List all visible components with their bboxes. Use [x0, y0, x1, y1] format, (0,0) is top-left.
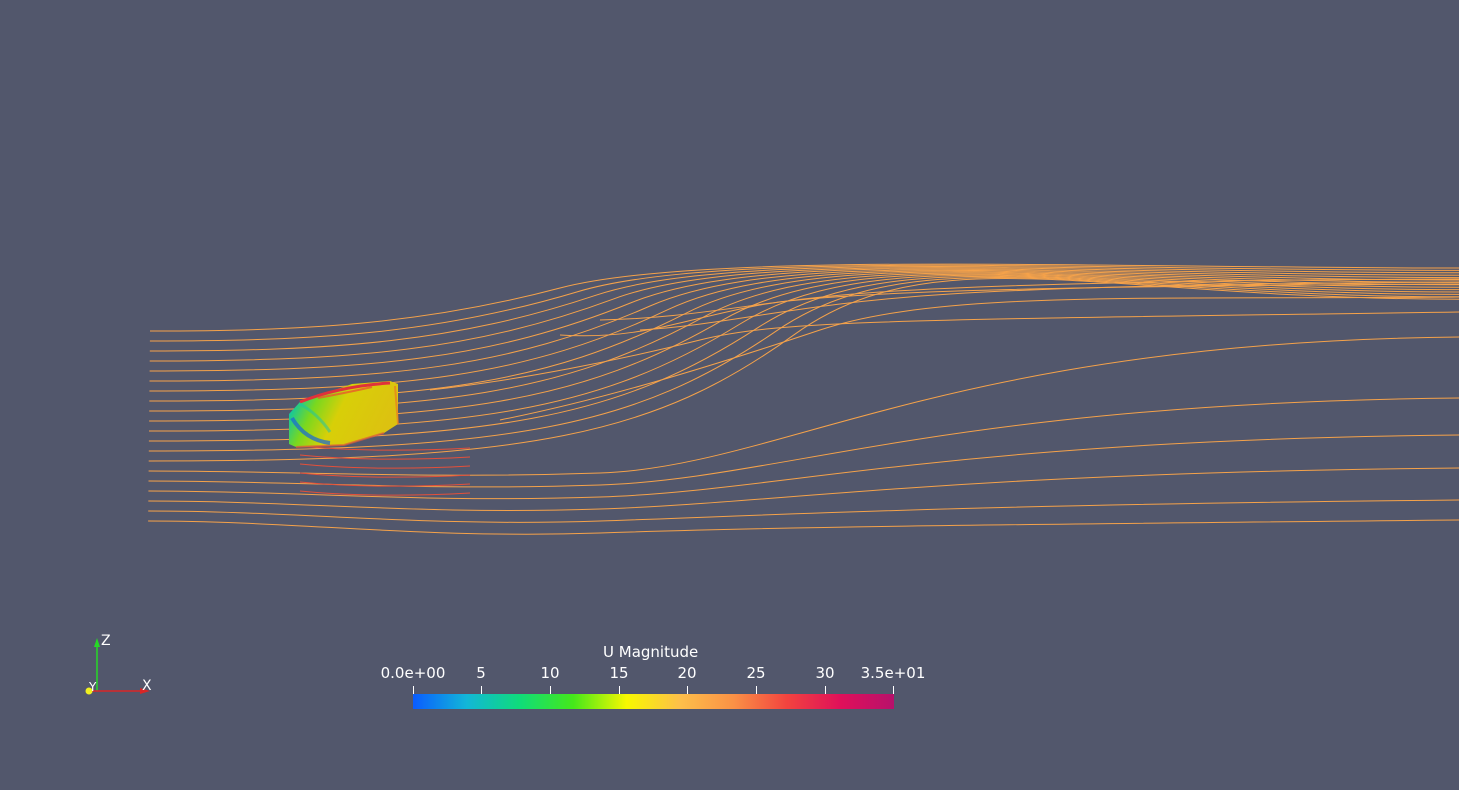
legend-tick-mark [481, 686, 482, 695]
x-axis-label: X [142, 678, 152, 694]
streamline [299, 472, 471, 478]
streamline [149, 265, 1459, 352]
legend-tick-label: 15 [609, 664, 629, 682]
y-axis-label: Y [89, 680, 97, 694]
streamline [639, 281, 1459, 331]
streamline [149, 268, 1459, 372]
legend-tick-mark [893, 686, 894, 695]
streamline [148, 276, 1459, 452]
legend-tick-mark [687, 686, 688, 695]
streamlines [148, 263, 1459, 535]
legend-tick-label: 30 [815, 664, 835, 682]
streamline [148, 467, 1459, 511]
streamline [149, 269, 1459, 382]
legend-tick-label: 3.5e+01 [860, 664, 926, 682]
legend-title: U Magnitude [603, 643, 699, 661]
streamline [299, 490, 471, 496]
legend-tick-mark [550, 686, 551, 695]
legend-tick-label: 0.0e+00 [380, 664, 446, 682]
streamline [149, 263, 1459, 332]
streamline [299, 463, 471, 469]
legend-tick-mark [756, 686, 757, 695]
streamline [299, 481, 471, 487]
z-axis-label: Z [101, 633, 111, 649]
streamline [299, 445, 471, 451]
streamline [429, 311, 1459, 391]
legend-tick-label: 10 [540, 664, 560, 682]
legend-tick-mark [413, 686, 414, 695]
colorbar-gradient [413, 694, 894, 709]
streamline [148, 274, 1459, 432]
streamline [599, 278, 1459, 321]
orientation-axes-glyph [85, 638, 150, 695]
legend-tick-mark [619, 686, 620, 695]
streamline [148, 434, 1459, 500]
streamline [148, 397, 1459, 488]
streamline [299, 454, 471, 460]
streamline [149, 272, 1459, 412]
streamline [149, 273, 1459, 422]
y-axis-dot [85, 687, 93, 695]
legend-tick-label: 5 [476, 664, 486, 682]
streamline [148, 499, 1459, 523]
streamline [148, 519, 1459, 535]
streamline [149, 264, 1459, 342]
streamline [148, 275, 1459, 442]
legend-tick-label: 25 [746, 664, 766, 682]
streamline [148, 336, 1459, 476]
legend-tick-label: 20 [677, 664, 697, 682]
streamline [149, 267, 1459, 362]
vehicle-body-surface [289, 381, 399, 448]
streamline [499, 296, 1459, 421]
legend-tick-mark [825, 686, 826, 695]
